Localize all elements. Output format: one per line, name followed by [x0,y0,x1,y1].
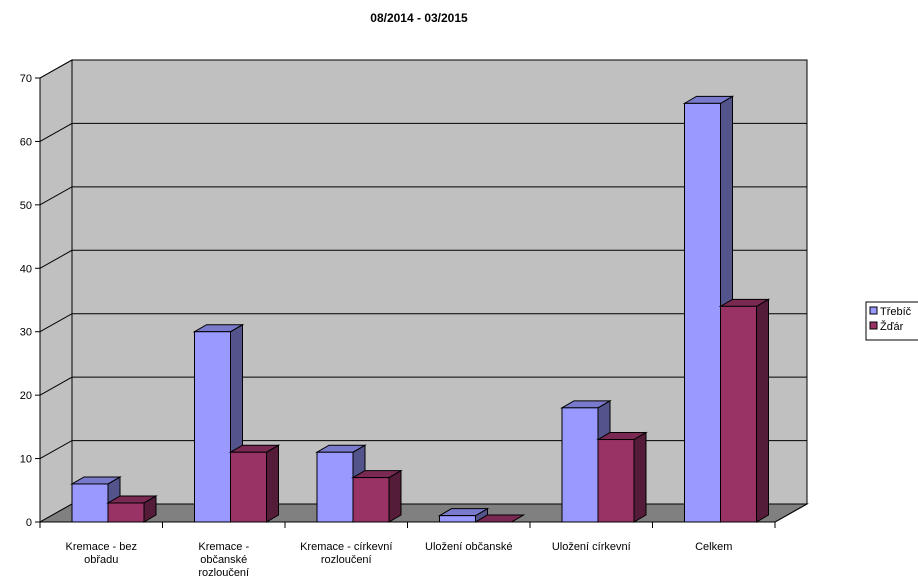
bar-front [71,483,109,523]
bar-front [720,305,757,523]
x-tick-label-line: rozloučení [198,567,249,579]
side-wall [39,59,73,523]
y-tick-label: 20 [20,390,32,402]
gridline [39,186,807,206]
legend: Třebíč Žďár [865,301,918,341]
y-tick-label: 40 [20,263,32,275]
x-tick-label-line: obřadu [84,554,118,566]
bar [106,495,158,523]
bar-front [597,439,635,523]
x-tick-label-line: Uložení občanské [425,541,512,553]
bar-front [684,102,721,523]
x-tick-label: Kremace - církevní rozloučení [300,541,392,566]
gridline [39,313,807,333]
bar-front [107,502,145,523]
gridlines [39,59,807,460]
gridline [39,59,807,79]
x-tick-label-line: Uložení církevní [552,541,631,553]
bars [70,95,771,523]
bar-side [633,431,647,523]
gridline [39,249,807,269]
x-tick-label: Celkem [695,541,732,553]
bar [228,444,281,523]
x-tick-label-line: rozloučení [321,554,372,566]
y-axis: 0 10 20 30 40 50 60 70 [20,73,41,529]
x-tick-label: Kremace -občanské rozloučení [198,541,249,579]
y-tick-label: 50 [20,200,32,212]
bar [437,507,490,523]
gridline [39,376,807,396]
gridline [39,122,807,142]
x-tick-label-line: Kremace - [198,541,249,553]
bar-front [316,451,354,523]
legend-label: Žďár [880,320,904,333]
x-tick-label-line: Kremace - bez [65,541,137,553]
bar [718,298,771,523]
y-tick-label: 10 [20,454,32,466]
y-tick-label: 60 [20,136,32,148]
x-tick-label-line: Kremace - církevní [300,541,392,553]
y-tick-label: 70 [20,73,32,85]
x-tick-label: Uložení církevní [552,541,631,553]
legend-swatch [869,306,878,315]
x-tick-label-line: občanské [200,554,247,566]
chart-title: 08/2014 - 03/2015 [370,11,468,25]
bar [351,469,403,523]
bar-front [352,477,390,523]
bar-side [266,444,279,523]
y-tick-label: 30 [20,327,32,339]
bar [596,431,648,523]
bar-front [439,515,476,523]
x-tick-label: Uložení občanské [425,541,512,553]
bar-front [230,451,267,523]
bar-front [561,407,599,523]
bar-side [388,469,402,523]
x-tick-label-line: Celkem [695,541,732,553]
x-tick-label: Kremace - bez obřadu [65,541,137,566]
legend-swatch [869,321,878,330]
bar-front [194,331,231,523]
y-tick-label: 0 [26,517,32,529]
bar-side [756,298,769,523]
legend-label: Třebíč [880,306,912,318]
